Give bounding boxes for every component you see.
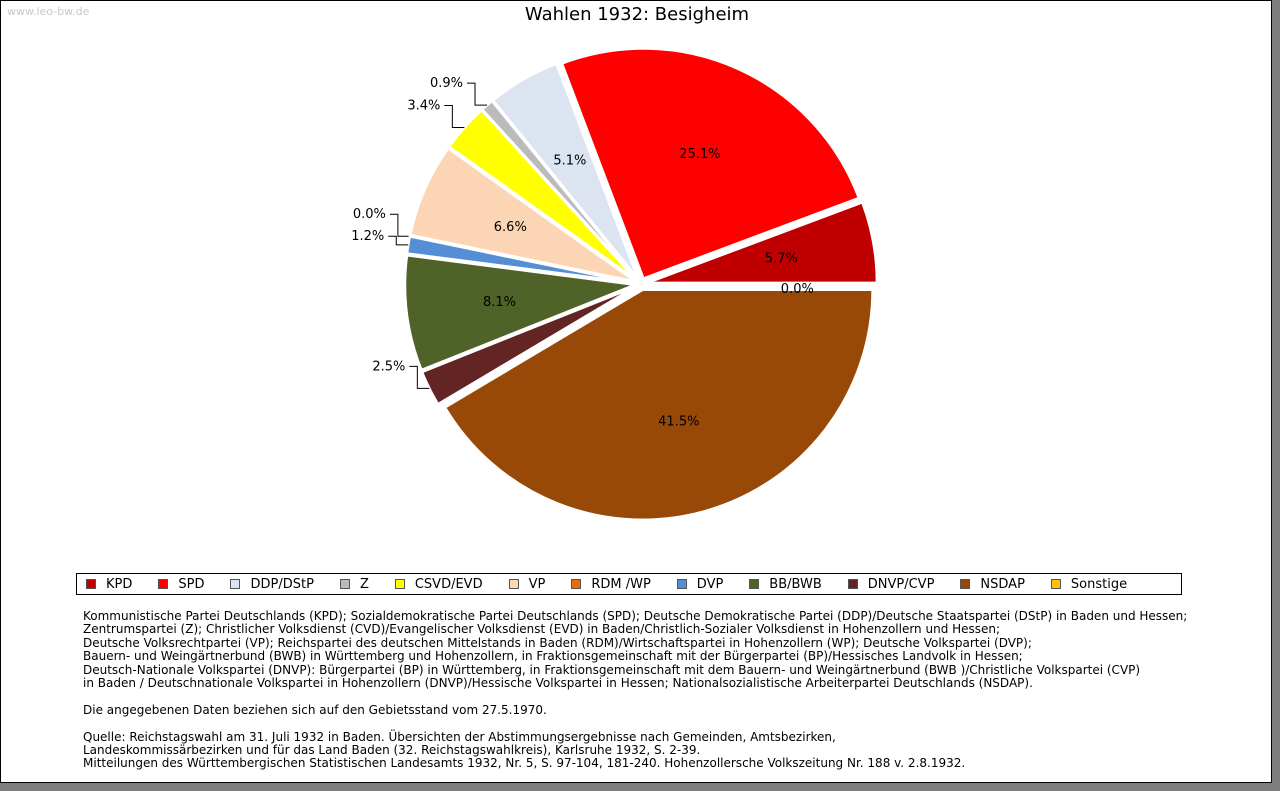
pie-slice-spd — [560, 47, 861, 281]
pie-slice-bb-bwb — [403, 253, 640, 372]
legend-label: CSVD/EVD — [414, 576, 483, 592]
legend-label: SPD — [178, 576, 205, 592]
legend-item-bb-bwb: BB/BWB — [749, 576, 822, 592]
pie-slice-dnvp-cvp — [420, 285, 637, 406]
slice-label-z: 0.9% — [430, 76, 463, 91]
pie-chart: 5.7% 25.1% 5.1% 0.9% 3.4% 6.6% 0.0% 1.2% 8.1% 2.5… — [351, 47, 879, 522]
legend-item-z: Z — [339, 576, 369, 592]
legend-label: DNVP/CVP — [867, 576, 935, 592]
legend-swatch — [508, 579, 519, 589]
legend-swatch — [749, 579, 760, 589]
notes: Kommunistische Partei Deutschlands (KPD)… — [83, 609, 1233, 771]
leader-line-dnvp-cvp — [409, 365, 430, 389]
legend-item-dnvp-cvp: DNVP/CVP — [847, 576, 935, 592]
legend-item-spd: SPD — [158, 577, 204, 592]
legend-swatch — [1050, 579, 1061, 589]
leader-line-z — [467, 82, 488, 106]
slice-label-sonstige: 0.0% — [781, 282, 814, 297]
pie-slice-nsdap — [443, 288, 874, 522]
legend-swatch — [571, 579, 582, 589]
notes-line: Deutsche Volksrechtpartei (VP); Reichspa… — [83, 635, 1032, 650]
legend: KPD SPD DDP/DStP Z CSVD/EVD VP RDM /WP DVP BB/BW… — [76, 573, 1182, 595]
legend-item-sonstige: Sonstige — [1050, 576, 1128, 592]
slice-label-rdm-wp: 0.0% — [353, 207, 386, 222]
legend-item-csvd-evd: CSVD/EVD — [394, 576, 483, 592]
legend-swatch — [960, 579, 971, 589]
legend-item-kpd: KPD — [86, 577, 132, 592]
slice-label-dnvp-cvp: 2.5% — [372, 359, 405, 374]
gebietsstand-note: Die angegebenen Daten beziehen sich auf … — [83, 702, 547, 717]
notes-line: Bauern- und Weingärtnerbund (BWB) in Wür… — [83, 649, 1023, 664]
notes-line: Kommunistische Partei Deutschlands (KPD)… — [83, 609, 1188, 623]
notes-line: Deutsch-Nationale Volkspartei (DNVP): Bü… — [83, 662, 1141, 677]
slice-label-dvp: 1.2% — [351, 229, 384, 244]
slice-label-nsdap: 41.5% — [658, 414, 699, 429]
slice-label-spd: 25.1% — [679, 147, 720, 162]
leader-line-rdm-wp — [389, 213, 410, 237]
source-line: Mitteilungen des Württembergischen Stati… — [83, 756, 966, 771]
legend-swatch — [847, 579, 858, 589]
legend-label: DVP — [696, 576, 724, 592]
legend-item-rdm-wp: RDM /WP — [571, 576, 651, 592]
notes-line: Zentrumspartei (Z); Christlicher Volksdi… — [83, 622, 1001, 637]
legend-label: DDP/DStP — [250, 576, 314, 592]
source-line: Quelle: Reichstagswahl am 31. Juli 1932 … — [83, 729, 836, 744]
slice-label-ddp-dstp: 5.1% — [553, 153, 586, 168]
legend-item-ddp-dstp: DDP/DStP — [230, 576, 314, 592]
notes-line: in Baden / Deutschnationale Volkspartei … — [83, 676, 1033, 691]
legend-label: Z — [359, 576, 369, 592]
legend-swatch — [394, 579, 405, 589]
legend-item-vp: VP — [508, 576, 546, 592]
leader-line-dvp — [388, 235, 409, 246]
legend-swatch — [676, 579, 687, 589]
legend-label: BB/BWB — [769, 576, 822, 592]
legend-label: VP — [528, 576, 546, 592]
pie-slice-vp — [408, 146, 637, 283]
pie-slice-kpd — [646, 200, 879, 285]
chart-title: Wahlen 1932: Besigheim — [524, 4, 750, 25]
slice-label-csvd-evd: 3.4% — [407, 99, 440, 114]
pie-slice-csvd-evd — [447, 108, 638, 282]
legend-swatch — [339, 579, 350, 589]
source-line: Landeskommissärbezirken und für das Land… — [83, 743, 701, 758]
legend-label: KPD — [106, 576, 133, 592]
leader-line-csvd-evd — [444, 105, 465, 129]
legend-label: NSDAP — [980, 576, 1025, 592]
legend-swatch — [86, 579, 96, 589]
slice-label-bb-bwb: 8.1% — [483, 295, 516, 310]
legend-item-nsdap: NSDAP — [960, 577, 1025, 592]
legend-swatch — [158, 579, 169, 589]
legend-item-dvp: DVP — [676, 576, 724, 592]
legend-label: RDM /WP — [591, 576, 651, 592]
slice-label-vp: 6.6% — [494, 220, 527, 235]
legend-swatch — [230, 579, 241, 589]
slice-label-kpd: 5.7% — [765, 252, 798, 267]
watermark: www.leo-bw.de — [7, 5, 90, 18]
legend-label: Sonstige — [1070, 576, 1128, 592]
